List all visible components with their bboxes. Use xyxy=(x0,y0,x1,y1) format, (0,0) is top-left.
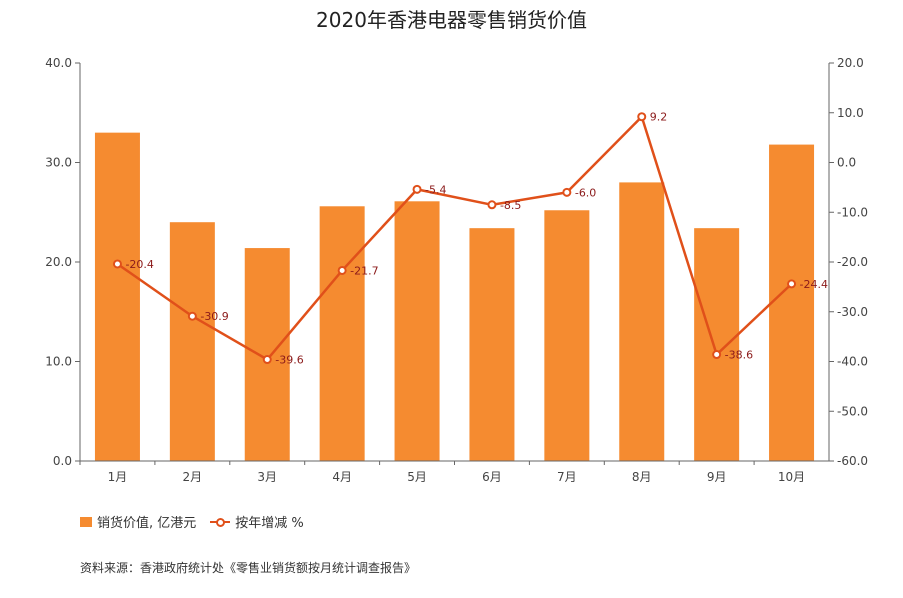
yoy-data-label: 9.2 xyxy=(650,111,668,124)
y-right-tick-label: 20.0 xyxy=(837,56,864,70)
yoy-data-label: -6.0 xyxy=(575,186,596,199)
bar xyxy=(619,182,665,461)
legend-item-yoy[interactable]: 按年增减 % xyxy=(210,512,304,531)
y-right-tick-label: -40.0 xyxy=(837,355,868,369)
y-right-tick-label: 10.0 xyxy=(837,106,864,120)
yoy-data-label: -8.5 xyxy=(500,199,521,212)
bar xyxy=(244,248,290,461)
x-tick-label: 7月 xyxy=(557,470,577,484)
yoy-data-label: -20.4 xyxy=(125,258,153,271)
y-left-tick-label: 0.0 xyxy=(53,454,72,468)
y-right-tick-label: -50.0 xyxy=(837,404,868,418)
legend-bar-swatch xyxy=(80,516,92,527)
x-tick-label: 1月 xyxy=(108,470,128,484)
yoy-point xyxy=(562,187,572,197)
y-right-tick-label: 0.0 xyxy=(837,156,856,170)
y-left-tick-label: 20.0 xyxy=(45,255,72,269)
y-left-tick-label: 30.0 xyxy=(45,156,72,170)
yoy-data-label: -30.9 xyxy=(200,310,228,323)
bar xyxy=(94,132,140,461)
yoy-data-label: -21.7 xyxy=(350,264,378,277)
x-tick-label: 10月 xyxy=(778,470,805,484)
bar xyxy=(694,228,740,461)
bar xyxy=(394,201,440,461)
bar xyxy=(469,228,515,461)
yoy-data-label: -5.4 xyxy=(425,183,446,196)
y-right-tick-label: -10.0 xyxy=(837,205,868,219)
yoy-point xyxy=(712,350,722,360)
legend-label-yoy: 按年增减 % xyxy=(235,516,304,531)
x-tick-label: 8月 xyxy=(632,470,652,484)
legend-label-sales: 销货价值, 亿港元 xyxy=(97,516,197,531)
yoy-point xyxy=(787,279,797,289)
bar xyxy=(769,144,815,461)
yoy-point xyxy=(412,184,422,194)
y-right-tick-label: -30.0 xyxy=(837,305,868,319)
x-tick-label: 2月 xyxy=(183,470,203,484)
y-left-tick-label: 10.0 xyxy=(45,355,72,369)
yoy-point xyxy=(637,112,647,122)
yoy-data-label: -39.6 xyxy=(275,354,303,367)
chart-plot: 0.0 10.0 20.0 30.0 40.0 -60.0 -50.0 -40.0 -30.0 -… xyxy=(45,56,868,484)
x-tick-label: 9月 xyxy=(707,470,727,484)
y-right-tick-label: -60.0 xyxy=(837,454,868,468)
yoy-point xyxy=(487,200,497,210)
legend-item-sales[interactable]: 销货价值, 亿港元 xyxy=(80,512,196,531)
x-tick-label: 4月 xyxy=(332,470,352,484)
y-left-tick-label: 40.0 xyxy=(45,56,72,70)
bar xyxy=(169,222,215,461)
bar xyxy=(319,206,365,461)
x-tick-label: 5月 xyxy=(407,470,427,484)
legend-line-swatch xyxy=(210,517,231,527)
x-tick-label: 3月 xyxy=(257,470,277,484)
yoy-point xyxy=(262,355,272,365)
chart-title: 2020年香港电器零售销货价值 xyxy=(316,8,587,32)
yoy-point xyxy=(337,265,347,275)
yoy-data-label: -38.6 xyxy=(725,349,753,362)
yoy-point xyxy=(112,259,122,269)
yoy-point xyxy=(187,311,197,321)
x-tick-label: 6月 xyxy=(482,470,502,484)
y-right-tick-label: -20.0 xyxy=(837,255,868,269)
yoy-data-label: -24.4 xyxy=(800,278,828,291)
yoy-line xyxy=(116,115,793,361)
bar xyxy=(544,210,590,461)
chart-legend: 销货价值, 亿港元 按年增减 % xyxy=(80,512,318,531)
source-note: 资料来源：香港政府统计处《零售业销货额按月统计调查报告》 xyxy=(80,561,417,575)
